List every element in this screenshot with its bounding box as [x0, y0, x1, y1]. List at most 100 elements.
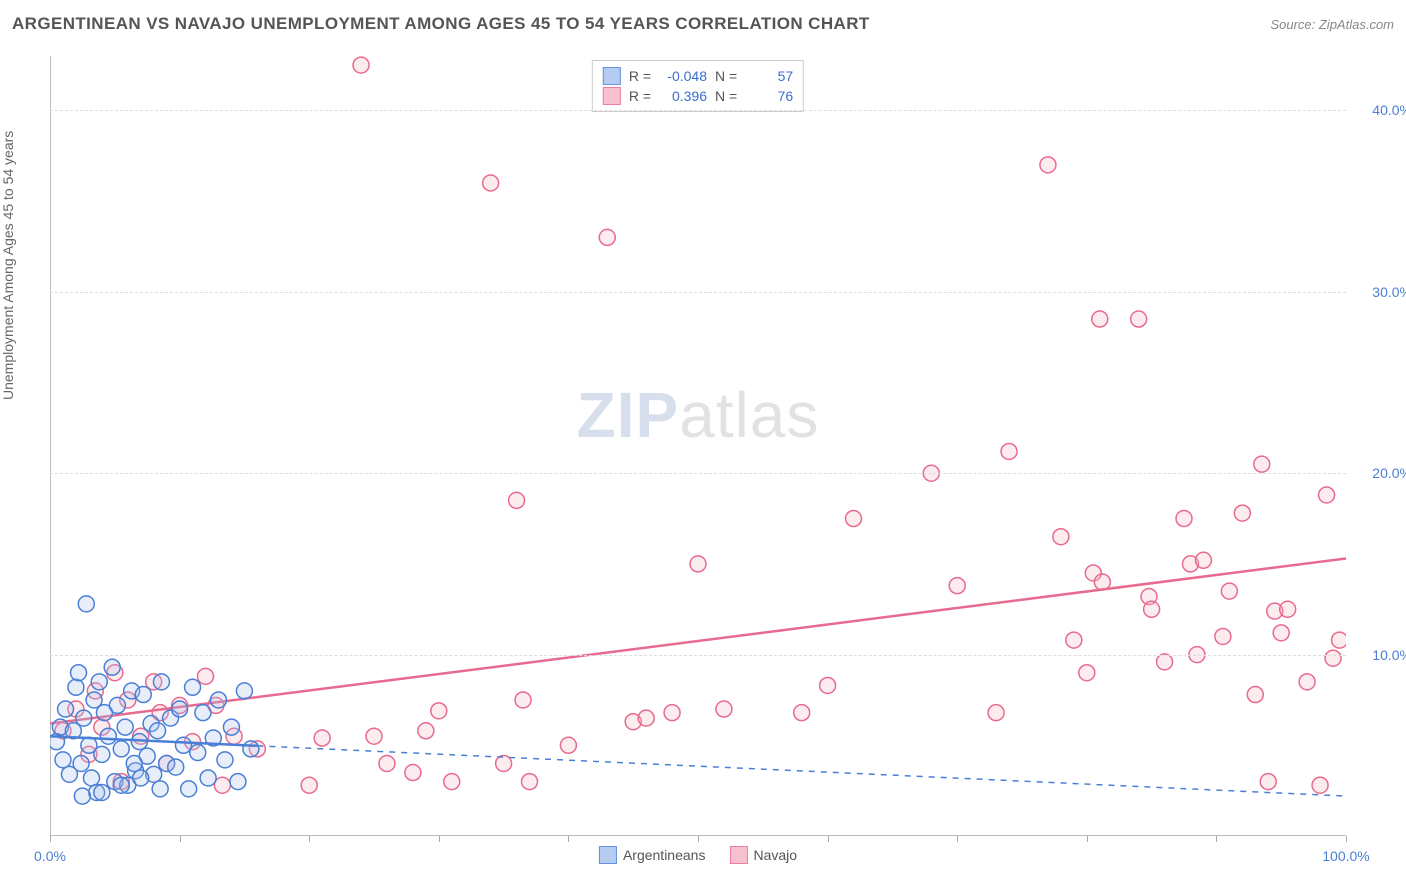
data-point-navajo — [301, 777, 317, 793]
data-point-navajo — [1234, 505, 1250, 521]
data-point-argentineans — [94, 746, 110, 762]
data-point-navajo — [599, 229, 615, 245]
chart-plot-area: ZIPatlas R = -0.048 N = 57 R = 0.396 N =… — [50, 56, 1346, 836]
data-point-argentineans — [195, 705, 211, 721]
y-tick-label: 20.0% — [1372, 465, 1406, 481]
data-point-navajo — [405, 765, 421, 781]
data-point-navajo — [1001, 443, 1017, 459]
x-tick-label: 0.0% — [34, 848, 66, 864]
chart-source: Source: ZipAtlas.com — [1270, 17, 1394, 32]
data-point-argentineans — [113, 741, 129, 757]
data-point-navajo — [1131, 311, 1147, 327]
data-point-navajo — [690, 556, 706, 572]
x-tick — [180, 836, 181, 842]
data-point-argentineans — [73, 755, 89, 771]
data-point-argentineans — [104, 659, 120, 675]
swatch-argentineans — [599, 846, 617, 864]
data-point-navajo — [1215, 628, 1231, 644]
data-point-argentineans — [243, 741, 259, 757]
chart-title: ARGENTINEAN VS NAVAJO UNEMPLOYMENT AMONG… — [12, 14, 1270, 34]
data-point-navajo — [353, 57, 369, 73]
data-point-navajo — [483, 175, 499, 191]
data-point-navajo — [198, 668, 214, 684]
data-point-argentineans — [190, 745, 206, 761]
data-point-navajo — [1260, 774, 1276, 790]
y-axis-label: Unemployment Among Ages 45 to 54 years — [0, 131, 16, 400]
data-point-argentineans — [185, 679, 201, 695]
x-tick — [1346, 836, 1347, 842]
x-tick — [1087, 836, 1088, 842]
r-value-argentineans: -0.048 — [659, 68, 707, 84]
data-point-argentineans — [223, 719, 239, 735]
n-label: N = — [715, 68, 737, 84]
data-point-argentineans — [126, 755, 142, 771]
data-point-argentineans — [109, 697, 125, 713]
swatch-navajo — [729, 846, 747, 864]
data-point-argentineans — [175, 737, 191, 753]
data-point-argentineans — [150, 723, 166, 739]
data-point-navajo — [716, 701, 732, 717]
data-point-argentineans — [94, 784, 110, 800]
data-point-argentineans — [200, 770, 216, 786]
data-point-navajo — [522, 774, 538, 790]
data-point-argentineans — [91, 674, 107, 690]
data-point-navajo — [1332, 632, 1346, 648]
x-tick — [309, 836, 310, 842]
data-point-navajo — [638, 710, 654, 726]
data-point-navajo — [515, 692, 531, 708]
data-point-navajo — [379, 755, 395, 771]
legend-series: Argentineans Navajo — [599, 846, 797, 864]
data-point-argentineans — [76, 710, 92, 726]
x-tick — [698, 836, 699, 842]
gridline — [50, 292, 1346, 293]
r-value-navajo: 0.396 — [659, 88, 707, 104]
data-point-navajo — [1299, 674, 1315, 690]
data-point-argentineans — [168, 759, 184, 775]
data-point-argentineans — [113, 777, 129, 793]
x-tick — [439, 836, 440, 842]
gridline — [50, 473, 1346, 474]
data-point-navajo — [820, 677, 836, 693]
data-point-navajo — [664, 705, 680, 721]
data-point-navajo — [1053, 529, 1069, 545]
x-tick-label: 100.0% — [1322, 848, 1369, 864]
data-point-argentineans — [71, 665, 87, 681]
data-point-navajo — [1144, 601, 1160, 617]
gridline — [50, 110, 1346, 111]
n-value-navajo: 76 — [745, 88, 793, 104]
swatch-argentineans — [603, 67, 621, 85]
data-point-navajo — [1176, 511, 1192, 527]
data-point-navajo — [1254, 456, 1270, 472]
data-point-argentineans — [153, 674, 169, 690]
data-point-navajo — [1195, 552, 1211, 568]
data-point-argentineans — [181, 781, 197, 797]
data-point-argentineans — [152, 781, 168, 797]
data-point-argentineans — [117, 719, 133, 735]
legend-item-argentineans: Argentineans — [599, 846, 706, 864]
data-point-navajo — [1325, 650, 1341, 666]
data-point-navajo — [1092, 311, 1108, 327]
data-point-argentineans — [210, 692, 226, 708]
data-point-navajo — [988, 705, 1004, 721]
data-point-navajo — [1247, 687, 1263, 703]
data-point-argentineans — [78, 596, 94, 612]
data-point-navajo — [794, 705, 810, 721]
data-point-navajo — [418, 723, 434, 739]
data-point-navajo — [314, 730, 330, 746]
data-point-navajo — [1079, 665, 1095, 681]
legend-label-navajo: Navajo — [753, 847, 797, 863]
legend-row-argentineans: R = -0.048 N = 57 — [603, 67, 793, 85]
data-point-argentineans — [58, 701, 74, 717]
legend-label-argentineans: Argentineans — [623, 847, 706, 863]
r-label: R = — [629, 88, 651, 104]
data-point-argentineans — [172, 701, 188, 717]
data-point-argentineans — [55, 752, 71, 768]
data-point-navajo — [431, 703, 447, 719]
x-tick — [568, 836, 569, 842]
data-point-navajo — [1312, 777, 1328, 793]
chart-header: ARGENTINEAN VS NAVAJO UNEMPLOYMENT AMONG… — [0, 0, 1406, 48]
data-point-navajo — [509, 492, 525, 508]
legend-correlation-box: R = -0.048 N = 57 R = 0.396 N = 76 — [592, 60, 804, 112]
legend-row-navajo: R = 0.396 N = 76 — [603, 87, 793, 105]
data-point-navajo — [560, 737, 576, 753]
